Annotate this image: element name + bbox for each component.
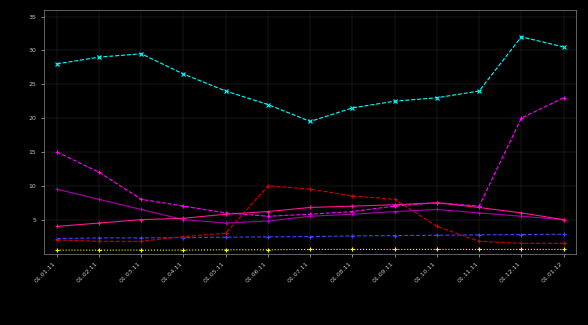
Бензин А-98: [138, 248, 145, 252]
Line: керосин: керосин: [55, 201, 566, 228]
керосин: [180, 216, 187, 220]
керосин: [222, 212, 229, 216]
дизельное топливо: [265, 103, 272, 107]
Line: топр.авиационн.: топр.авиационн.: [55, 187, 566, 225]
Бензин А-92: [306, 235, 313, 239]
Бензин А-95: [265, 214, 272, 218]
керосин: [476, 205, 483, 209]
Бензин А-92: [476, 233, 483, 237]
топр.авиационн.: [349, 212, 356, 216]
Мазут: [433, 225, 440, 228]
Бензин А-98: [265, 248, 272, 252]
Бензин А-98: [54, 248, 61, 252]
дизельное топливо: [138, 52, 145, 56]
Бензин А-92: [265, 235, 272, 239]
дизельное топливо: [222, 89, 229, 93]
топр.авиационн.: [391, 210, 398, 214]
Бензин А-92: [349, 234, 356, 238]
Бензин А-92: [433, 233, 440, 237]
топр.авиационн.: [265, 219, 272, 223]
дизельное топливо: [95, 55, 102, 59]
керосин: [265, 210, 272, 214]
Мазут: [476, 239, 483, 243]
Мазут: [180, 235, 187, 239]
Бензин А-95: [306, 212, 313, 216]
Бензин А-98: [476, 248, 483, 252]
Бензин А-92: [518, 233, 525, 237]
Бензин А-92: [222, 235, 229, 239]
дизельное топливо: [349, 106, 356, 110]
топр.авиационн.: [138, 208, 145, 212]
топр.авиационн.: [54, 187, 61, 191]
Бензин А-95: [391, 204, 398, 208]
Бензин А-92: [95, 236, 102, 240]
топр.авиационн.: [433, 208, 440, 212]
Бензин А-92: [180, 236, 187, 240]
керосин: [54, 225, 61, 228]
Мазут: [265, 184, 272, 188]
Бензин А-95: [180, 204, 187, 208]
Мазут: [95, 239, 102, 243]
керосин: [560, 218, 567, 222]
Бензин А-98: [222, 248, 229, 252]
Мазут: [349, 194, 356, 198]
Бензин А-95: [349, 210, 356, 214]
керосин: [95, 221, 102, 225]
Мазут: [138, 239, 145, 243]
топр.авиационн.: [476, 211, 483, 215]
Line: Бензин А-92: Бензин А-92: [55, 232, 566, 241]
Бензин А-92: [391, 234, 398, 238]
Бензин А-98: [560, 248, 567, 252]
Бензин А-98: [180, 248, 187, 252]
Бензин А-92: [54, 237, 61, 240]
Бензин А-98: [518, 248, 525, 252]
Line: Мазут: Мазут: [55, 184, 566, 245]
Line: дизельное топливо: дизельное топливо: [55, 35, 566, 124]
Бензин А-95: [54, 150, 61, 154]
Бензин А-95: [222, 211, 229, 215]
Бензин А-98: [95, 248, 102, 252]
Line: Бензин А-95: Бензин А-95: [55, 96, 566, 218]
керосин: [349, 204, 356, 208]
керосин: [518, 211, 525, 215]
топр.авиационн.: [95, 197, 102, 201]
Line: Бензин А-98: Бензин А-98: [55, 247, 566, 252]
дизельное топливо: [54, 62, 61, 66]
Бензин А-92: [138, 236, 145, 240]
Мазут: [391, 197, 398, 201]
дизельное топливо: [433, 96, 440, 100]
Бензин А-95: [138, 197, 145, 201]
топр.авиационн.: [222, 221, 229, 225]
Бензин А-95: [95, 170, 102, 174]
дизельное топливо: [391, 99, 398, 103]
топр.авиационн.: [180, 218, 187, 222]
Бензин А-95: [560, 96, 567, 100]
дизельное топливо: [518, 35, 525, 39]
топр.авиационн.: [560, 218, 567, 222]
Бензин А-98: [433, 248, 440, 252]
Бензин А-95: [476, 204, 483, 208]
Бензин А-98: [349, 248, 356, 252]
дизельное топливо: [560, 45, 567, 49]
дизельное топливо: [476, 89, 483, 93]
топр.авиационн.: [306, 214, 313, 218]
Бензин А-92: [560, 232, 567, 236]
Мазут: [306, 187, 313, 191]
дизельное топливо: [180, 72, 187, 76]
Бензин А-95: [433, 201, 440, 205]
Мазут: [560, 241, 567, 245]
керосин: [433, 201, 440, 205]
Бензин А-98: [306, 248, 313, 252]
дизельное топливо: [306, 120, 313, 124]
керосин: [306, 205, 313, 209]
керосин: [138, 218, 145, 222]
топр.авиационн.: [518, 214, 525, 218]
Бензин А-95: [518, 116, 525, 120]
керосин: [391, 203, 398, 207]
Мазут: [518, 241, 525, 245]
Мазут: [222, 231, 229, 235]
Мазут: [54, 238, 61, 242]
Бензин А-98: [391, 248, 398, 252]
